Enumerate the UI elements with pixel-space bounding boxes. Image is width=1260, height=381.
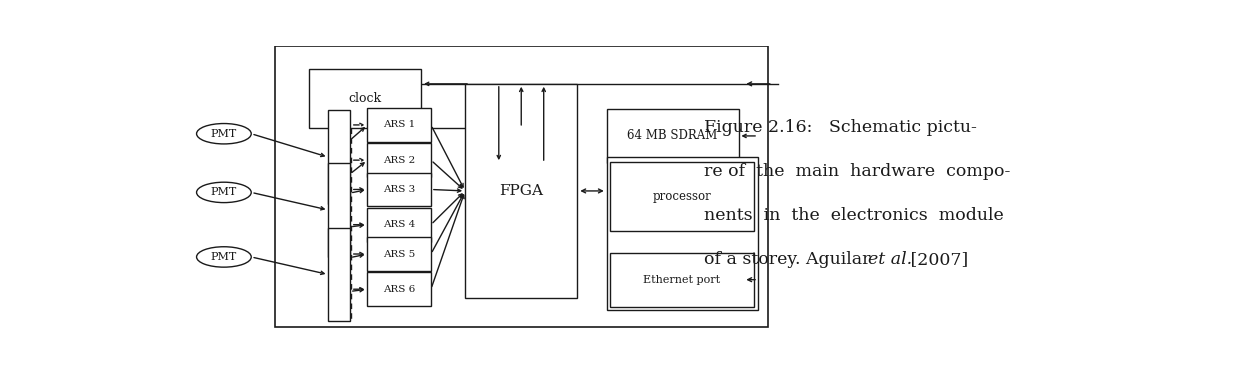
Ellipse shape (197, 247, 251, 267)
Bar (610, 162, 755, 231)
Bar (275, 46, 767, 327)
Text: nents  in  the  electronics  module: nents in the electronics module (704, 207, 1004, 224)
Bar (368, 272, 431, 306)
Text: 64 MB SDRAM: 64 MB SDRAM (627, 130, 718, 142)
Bar (465, 84, 577, 298)
Text: Figure 2.16:   Schematic pictu-: Figure 2.16: Schematic pictu- (704, 119, 978, 136)
Bar (368, 208, 431, 242)
Text: ARS 4: ARS 4 (383, 220, 416, 229)
Text: Ethernet port: Ethernet port (644, 275, 721, 285)
Bar (368, 173, 431, 207)
Bar (610, 253, 755, 307)
Text: [2007]: [2007] (906, 251, 969, 268)
Text: ARS 2: ARS 2 (383, 155, 416, 165)
Text: ARS 5: ARS 5 (383, 250, 416, 259)
Text: PMT: PMT (210, 187, 237, 197)
Text: processor: processor (653, 190, 711, 203)
Bar (368, 237, 431, 271)
Text: re of  the  main  hardware  compo-: re of the main hardware compo- (704, 163, 1011, 180)
Text: PMT: PMT (210, 252, 237, 262)
Text: ARS 3: ARS 3 (383, 185, 416, 194)
Bar (329, 110, 350, 204)
Text: of a storey. Aguilar: of a storey. Aguilar (704, 251, 877, 268)
Text: ARS 6: ARS 6 (383, 285, 416, 294)
Bar (329, 163, 350, 257)
Bar (329, 227, 350, 322)
Bar (368, 143, 431, 177)
Bar (607, 157, 759, 310)
Text: PMT: PMT (210, 129, 237, 139)
Text: ARS 1: ARS 1 (383, 120, 416, 130)
Bar (309, 69, 421, 128)
Text: FPGA: FPGA (499, 184, 543, 198)
Text: clock: clock (349, 92, 382, 105)
Bar (368, 108, 431, 142)
Text: et al.: et al. (868, 251, 912, 268)
Ellipse shape (197, 182, 251, 203)
Ellipse shape (197, 123, 251, 144)
Bar (607, 109, 738, 163)
